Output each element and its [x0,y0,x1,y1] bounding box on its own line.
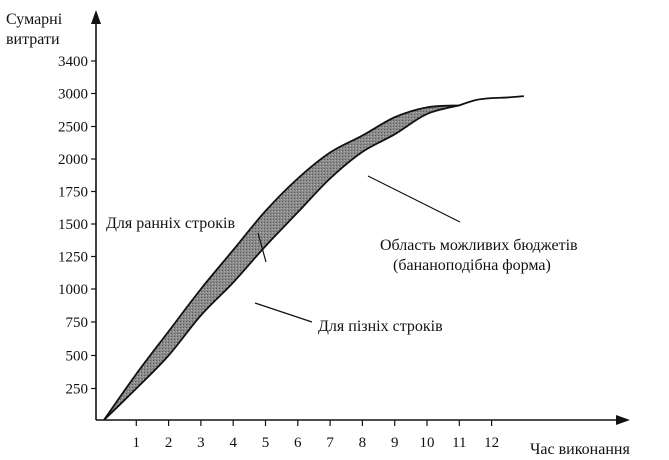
x-axis-title: Час виконання [530,441,630,458]
y-tick-label: 1500 [58,217,88,233]
y-axis-arrow [91,10,101,24]
y-axis-title-line2: витрати [6,31,60,48]
x-tick-label: 6 [294,435,302,451]
x-tick-label: 2 [165,435,173,451]
y-tick-label: 1750 [58,185,88,201]
y-tick-label: 1250 [58,250,88,266]
x-tick-label: 1 [133,435,141,451]
y-tick-label: 2000 [58,152,88,168]
y-tick-label: 500 [66,349,89,365]
x-tick-label: 4 [229,435,237,451]
x-tick-label: 10 [420,435,435,451]
y-tick-label: 250 [66,382,89,398]
x-tick-label: 11 [452,435,466,451]
annotation-region-line2: (бананоподібна форма) [393,257,551,274]
leader-region [367,175,461,223]
y-tick-label: 1000 [58,282,88,298]
leader-early [257,232,267,263]
x-tick-label: 12 [484,435,499,451]
x-tick-label: 9 [391,435,399,451]
series-line-late [103,104,460,421]
x-ticks: 1 2 3 4 5 6 7 8 9 10 11 12 [133,420,499,451]
annotation-late: Для пізніх строків [318,318,443,335]
y-tick-label: 3400 [58,54,88,70]
annotation-early: Для ранніх строків [106,215,235,232]
x-tick-label: 3 [197,435,205,451]
series-line-early [103,104,460,421]
x-tick-label: 7 [326,435,334,451]
x-axis-arrow [616,415,630,425]
leader-late [254,302,313,323]
y-axis-title-line1: Сумарні [6,11,63,28]
x-tick-label: 8 [359,435,367,451]
y-ticks: 250 500 750 1000 1250 1500 1750 2000 2500 3000 340… [58,54,96,398]
y-tick-label: 2500 [58,120,88,136]
annotation-region-line1: Область можливих бюджетів [380,237,578,254]
y-tick-label: 3000 [58,87,88,103]
y-tick-label: 750 [66,315,89,331]
x-tick-label: 5 [262,435,270,451]
series-line-tail [459,95,524,107]
